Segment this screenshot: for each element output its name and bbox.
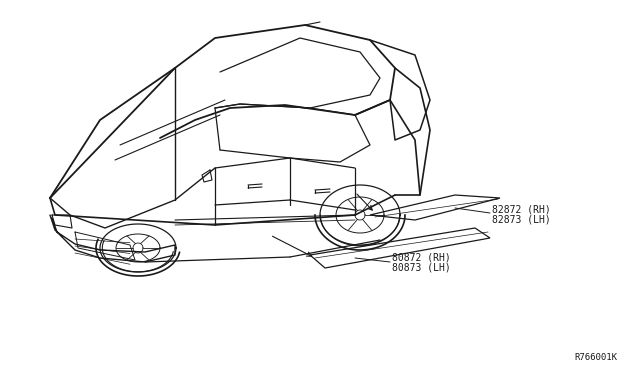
Text: R766001K: R766001K — [574, 353, 617, 362]
Text: 80872 (RH): 80872 (RH) — [392, 253, 451, 263]
Text: 82873 (LH): 82873 (LH) — [492, 215, 551, 225]
Text: 82872 (RH): 82872 (RH) — [492, 205, 551, 215]
Text: 80873 (LH): 80873 (LH) — [392, 263, 451, 273]
